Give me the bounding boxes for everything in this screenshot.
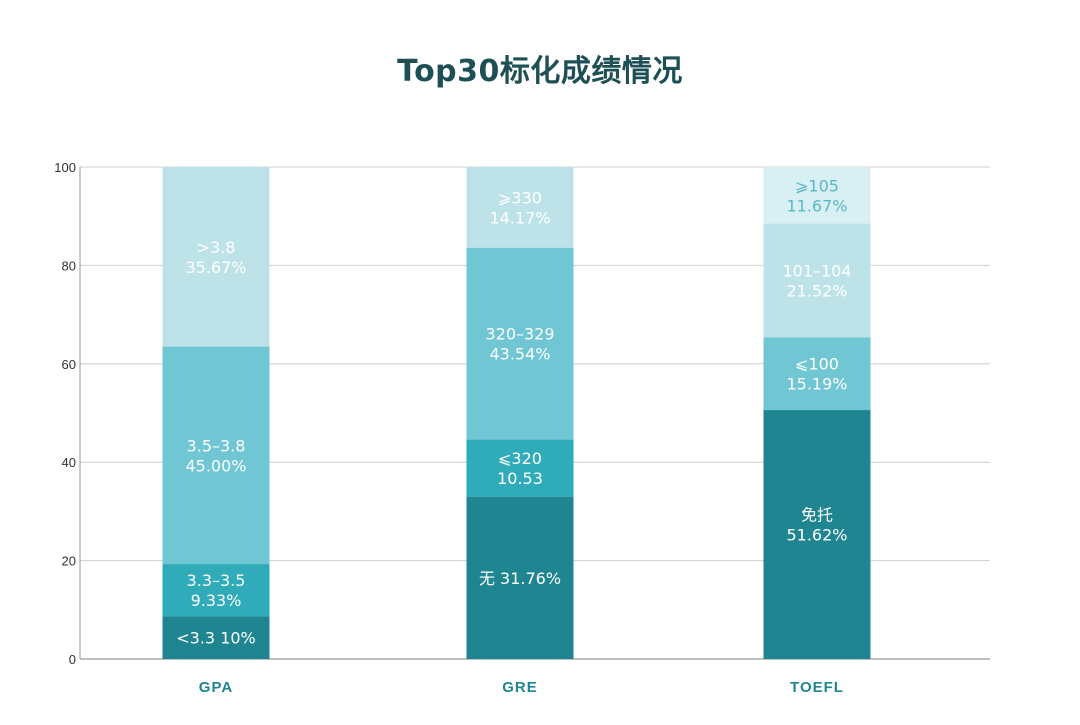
y-tick-label-60: 60	[62, 357, 76, 372]
x-category-label-toefl: TOEFL	[790, 679, 844, 696]
bar-segment-gpa-1	[162, 564, 270, 617]
bar-segment-toefl-0	[763, 410, 871, 659]
bar-segment-gre-0	[466, 496, 574, 659]
bar-segment-gre-1	[466, 439, 574, 497]
data-label-gpa-3: >3.8 35.67%	[185, 238, 246, 277]
y-tick-label-40: 40	[62, 455, 76, 470]
y-tick-label-80: 80	[62, 258, 76, 273]
data-label-toefl-3: ⩾105 11.67%	[786, 176, 847, 215]
data-label-gpa-0: <3.3 10%	[176, 629, 256, 648]
data-label-gpa-2: 3.5–3.8 45.00%	[185, 436, 246, 475]
y-tick-label-20: 20	[62, 554, 76, 569]
bar-segment-toefl-1	[763, 337, 871, 411]
bar-segment-gre-3	[466, 167, 574, 248]
bar-segment-gpa-3	[162, 167, 270, 347]
data-label-gre-1: ⩽320 10.53	[497, 449, 543, 488]
chart-title: Top30标化成绩情况	[397, 54, 683, 89]
data-label-gre-2: 320–329 43.54%	[485, 325, 554, 364]
bar-segment-toefl-2	[763, 223, 871, 338]
x-category-label-gpa: GPA	[199, 679, 233, 696]
data-label-toefl-2: 101–104 21.52%	[782, 261, 851, 300]
data-label-gpa-1: 3.3–3.5 9.33%	[187, 571, 246, 610]
data-label-toefl-0: 免托 51.62%	[786, 506, 847, 545]
y-tick-label-0: 0	[69, 652, 76, 667]
data-label-gre-3: ⩾330 14.17%	[489, 188, 550, 227]
bar-segment-gpa-2	[162, 346, 270, 565]
y-tick-label-100: 100	[54, 160, 76, 175]
bar-segment-gre-2	[466, 247, 574, 440]
x-category-label-gre: GRE	[502, 679, 538, 696]
data-label-gre-0: 无 31.76%	[479, 569, 561, 588]
data-label-toefl-1: ⩽100 15.19%	[786, 355, 847, 394]
bar-segment-toefl-3	[763, 167, 871, 224]
bar-segment-gpa-0	[162, 616, 270, 659]
